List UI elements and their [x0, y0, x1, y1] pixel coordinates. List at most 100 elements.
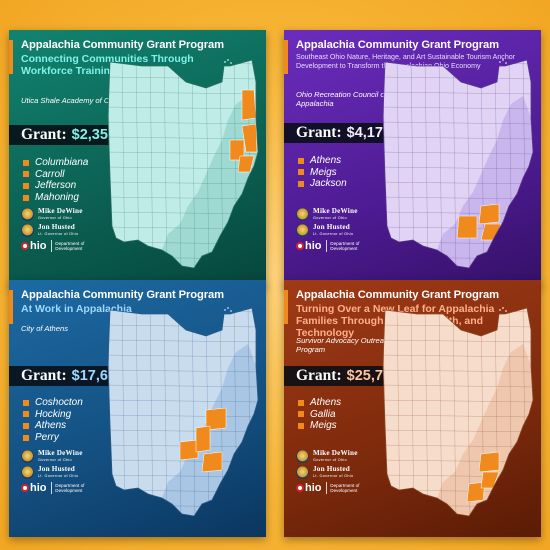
- ohio-seal-icon: [21, 224, 34, 237]
- ohio-seal-icon: [296, 466, 309, 479]
- square-bullet-icon: [298, 157, 304, 164]
- county-border: [383, 151, 533, 155]
- title-accent-bar: [9, 40, 13, 74]
- county-border: [452, 308, 457, 516]
- ohio-o-icon: [21, 484, 29, 492]
- county-border: [383, 384, 533, 388]
- governor-logo: Mike DeWine Governor of Ohio: [296, 207, 376, 221]
- sponsor-logos: Mike DeWine Governor of Ohio Jon Husted Lt…: [21, 207, 101, 252]
- square-bullet-icon: [298, 422, 304, 429]
- state-border: [107, 59, 259, 269]
- grant-label: Grant:: [21, 367, 67, 384]
- card-title: Appalachia Community Grant Program: [296, 289, 499, 301]
- square-bullet-icon: [23, 171, 29, 178]
- county-border: [149, 308, 154, 516]
- governor-logo: Mike DeWine Governor of Ohio: [21, 207, 101, 221]
- ohio-development-logo: hio Department of Development: [21, 482, 101, 494]
- ohio-map-icon: [107, 59, 259, 269]
- county-border: [383, 339, 533, 343]
- square-bullet-icon: [23, 411, 29, 418]
- county-border: [108, 429, 258, 433]
- county-border: [383, 106, 533, 110]
- county-border: [108, 414, 258, 418]
- lt-governor-logo: Jon Husted Lt. Governor of Ohio: [296, 223, 376, 237]
- ohio-seal-icon: [296, 208, 309, 221]
- ohio-seal-icon: [296, 450, 309, 463]
- county-item: Athens: [298, 155, 347, 167]
- county-border: [383, 414, 533, 418]
- title-accent-bar: [284, 40, 288, 74]
- county-border: [163, 308, 168, 516]
- county-border: [383, 354, 533, 358]
- governor-logo: Mike DeWine Governor of Ohio: [21, 449, 101, 463]
- square-bullet-icon: [298, 180, 304, 187]
- recipient-name: Ohio Recreation Council of Appalachia: [296, 90, 387, 108]
- island-marker: [230, 62, 232, 64]
- county-border: [383, 399, 533, 403]
- county-item: Athens: [23, 420, 83, 432]
- island-marker: [499, 309, 501, 311]
- highlighted-county: [195, 425, 211, 453]
- county-border: [383, 429, 533, 433]
- ohio-seal-icon: [21, 208, 34, 221]
- state-border: [382, 59, 534, 269]
- ohio-seal-icon: [21, 450, 34, 463]
- county-border: [102, 520, 262, 522]
- county-border: [438, 308, 443, 516]
- island-marker: [502, 307, 504, 309]
- sponsor-logos: Mike DeWine Governor of Ohio Jon Husted Lt…: [296, 449, 376, 494]
- county-border: [149, 60, 154, 268]
- island-marker: [502, 59, 504, 61]
- grant-card-3: Appalachia Community Grant Program At Wo…: [9, 280, 266, 537]
- recipient-name: City of Athens: [21, 324, 68, 333]
- grant-label: Grant:: [21, 126, 67, 143]
- county-border: [452, 60, 457, 268]
- highlighted-county: [478, 451, 500, 473]
- governor-logo: Mike DeWine Governor of Ohio: [296, 449, 376, 463]
- square-bullet-icon: [298, 169, 304, 176]
- county-border: [383, 166, 533, 170]
- island-marker: [227, 59, 229, 61]
- highlighted-county: [205, 407, 227, 431]
- island-marker: [505, 62, 507, 64]
- grant-label: Grant:: [296, 367, 342, 384]
- county-border: [108, 91, 258, 95]
- card-subtitle: Connecting Communities Through Workforce…: [21, 53, 194, 77]
- square-bullet-icon: [23, 399, 29, 406]
- county-list: Columbiana Carroll Jefferson Mahoning: [23, 157, 88, 203]
- county-item: Carroll: [23, 169, 88, 181]
- county-border: [383, 181, 533, 185]
- county-item: Meigs: [298, 167, 347, 179]
- highlighted-county: [241, 123, 258, 153]
- ohio-development-logo: hio Department of Development: [296, 482, 376, 494]
- ohio-seal-icon: [296, 224, 309, 237]
- square-bullet-icon: [23, 159, 29, 166]
- county-border: [205, 60, 210, 268]
- county-item: Mahoning: [23, 192, 88, 204]
- card-title: Appalachia Community Grant Program: [296, 39, 499, 51]
- county-item: Perry: [23, 432, 83, 444]
- island-marker: [230, 310, 232, 312]
- highlighted-county: [179, 439, 199, 461]
- highlighted-county: [456, 215, 478, 239]
- ohio-map-icon: [382, 307, 534, 517]
- county-border: [108, 339, 258, 343]
- island-marker: [505, 310, 507, 312]
- county-border: [108, 181, 258, 185]
- county-list: Athens Meigs Jackson: [298, 155, 347, 190]
- ohio-o-icon: [21, 242, 29, 250]
- card-title: Appalachia Community Grant Program: [21, 39, 224, 51]
- lt-governor-logo: Jon Husted Lt. Governor of Ohio: [21, 223, 101, 237]
- highlighted-county: [466, 481, 486, 503]
- appalachian-region: [437, 344, 533, 516]
- ohio-map-icon: [382, 59, 534, 269]
- county-item: Athens: [298, 397, 341, 409]
- grant-card-1: Appalachia Community Grant Program Conne…: [9, 30, 266, 287]
- highlighted-county: [478, 203, 500, 225]
- square-bullet-icon: [23, 182, 29, 189]
- county-border: [108, 136, 258, 140]
- recipient-name: Utica Shale Academy of Ohio: [21, 96, 120, 105]
- ohio-map-icon: [102, 307, 262, 522]
- county-border: [108, 196, 258, 200]
- county-item: Meigs: [298, 420, 341, 432]
